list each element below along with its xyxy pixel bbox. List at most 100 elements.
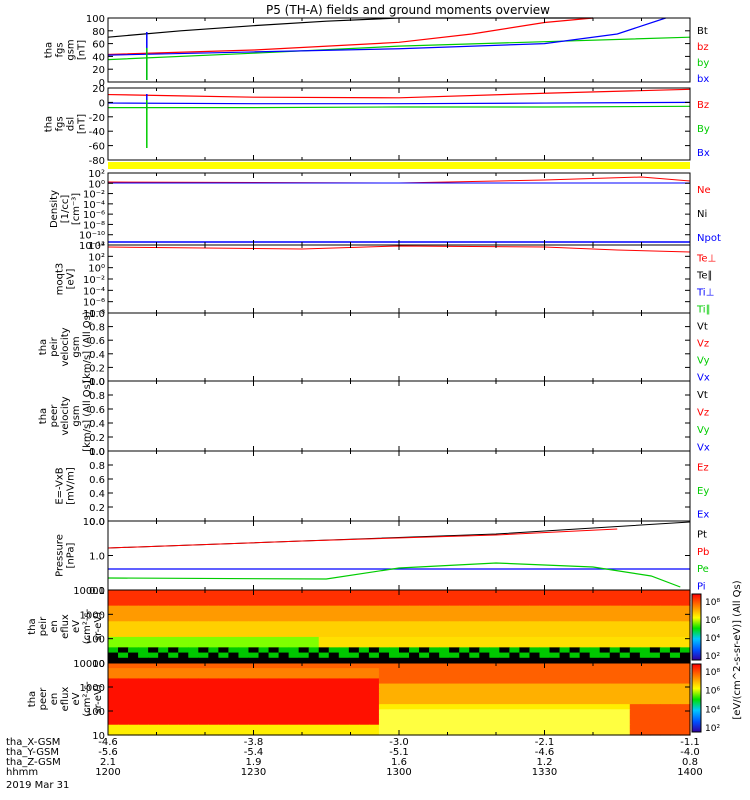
footer-value: 1300 bbox=[386, 767, 411, 778]
y-tick-label: 100 bbox=[86, 14, 105, 25]
y-axis-label: [cm⁻³] bbox=[71, 193, 82, 225]
panel-frame-efield bbox=[107, 450, 691, 522]
y-tick-label: 10² bbox=[88, 252, 105, 263]
legend-fgs_dsl-Bx: Bx bbox=[697, 148, 710, 159]
spectrogram-peer_spec bbox=[108, 663, 691, 736]
y-tick-label: 0.1 bbox=[89, 586, 105, 597]
footer-value: -5.6 bbox=[98, 747, 118, 758]
legend-efield-Ez: Ez bbox=[697, 463, 709, 474]
y-tick-label: -60 bbox=[89, 142, 105, 153]
y-tick-label: 0.2 bbox=[89, 363, 105, 374]
legend-peir_velocity-Vt: Vt bbox=[697, 322, 708, 333]
legend-pressure-Pi: Pi bbox=[697, 581, 706, 592]
y-tick-label: 0.8 bbox=[89, 461, 105, 472]
y-tick-label: 0.4 bbox=[89, 350, 105, 361]
colorbar-tick: 10⁴ bbox=[705, 634, 720, 644]
legend-efield-Ex: Ex bbox=[697, 509, 709, 520]
footer-row-label: tha_Z-GSM bbox=[6, 757, 61, 768]
series-Pb bbox=[107, 528, 618, 549]
panel-frame-temperature bbox=[107, 244, 691, 314]
y-tick-label: 60 bbox=[92, 40, 105, 51]
legend-fgs_gsm-bx: bx bbox=[697, 74, 709, 85]
y-tick-label: 10⁴ bbox=[88, 241, 105, 252]
colorbar-tick: 10² bbox=[705, 724, 720, 734]
footer-value: -5.1 bbox=[389, 747, 409, 758]
y-tick-label: 10⁻⁸ bbox=[83, 309, 105, 320]
y-axis-label: E=-VxB bbox=[55, 467, 66, 504]
legend-peer_velocity-Vy: Vy bbox=[697, 425, 710, 436]
colorbar-tick: 10² bbox=[705, 652, 720, 662]
y-tick-label: 20 bbox=[92, 84, 105, 95]
y-axis-label: tha bbox=[38, 339, 49, 355]
y-tick-label: 0.8 bbox=[89, 391, 105, 402]
y-tick-label: 0.2 bbox=[89, 503, 105, 514]
y-tick-label: 0 bbox=[99, 98, 105, 109]
legend-temperature-Ti⊥: Ti⊥ bbox=[696, 288, 714, 299]
y-axis-label: gsm bbox=[71, 405, 82, 426]
y-tick-label: 10⁻⁶ bbox=[83, 210, 105, 221]
y-tick-label: 0.8 bbox=[89, 323, 105, 334]
legend-efield-Ey: Ey bbox=[697, 486, 709, 497]
y-axis-label: tha bbox=[27, 618, 38, 634]
y-tick-label: 40 bbox=[92, 52, 105, 63]
y-axis-label: tha bbox=[38, 408, 49, 424]
legend-density-Npot: Npot bbox=[697, 233, 721, 244]
legend-peir_velocity-Vz: Vz bbox=[697, 339, 709, 350]
footer-value: 2.1 bbox=[100, 757, 116, 768]
series-fgs_gsm-bz bbox=[107, 17, 594, 56]
y-tick-label: 20 bbox=[92, 65, 105, 76]
y-axis-label: gsm bbox=[71, 336, 82, 357]
footer-value: -4.6 bbox=[98, 737, 118, 748]
series-fgs_dsl-Bz bbox=[107, 88, 691, 99]
legend-density-Ne: Ne bbox=[697, 185, 711, 196]
series-fgs_gsm-bx bbox=[107, 17, 666, 56]
y-axis-label: [nT] bbox=[77, 40, 88, 60]
y-axis-label: moqt3 bbox=[55, 263, 66, 296]
y-tick-label: 10⁻² bbox=[83, 190, 105, 201]
y-axis-label: en bbox=[49, 693, 60, 706]
y-tick-label: 1.0 bbox=[89, 377, 105, 388]
footer-value: 1230 bbox=[241, 767, 266, 778]
y-axis-label: (cm²-s- bbox=[82, 608, 93, 644]
footer-value: -5.4 bbox=[244, 747, 264, 758]
legend-pressure-Pt: Pt bbox=[697, 530, 707, 541]
legend-fgs_dsl-Bz: Bz bbox=[697, 100, 709, 111]
panel-frame-pressure bbox=[107, 520, 691, 591]
footer-value: 0.8 bbox=[682, 757, 698, 768]
panel-frame-peir_velocity bbox=[107, 312, 691, 382]
footer-row-label: tha_X-GSM bbox=[6, 737, 60, 748]
y-tick-label: 100 bbox=[86, 635, 105, 646]
y-axis-label: velocity bbox=[60, 327, 71, 366]
series-fgs_dsl-By bbox=[108, 105, 691, 109]
y-axis-label: sr-eV) bbox=[93, 612, 104, 641]
y-axis-label: peir bbox=[38, 616, 49, 636]
y-tick-label: 1000 bbox=[80, 683, 105, 694]
y-axis-label: (cm²-s- bbox=[82, 681, 93, 717]
y-tick-label: 1.0 bbox=[89, 552, 105, 563]
y-tick-label: -80 bbox=[89, 156, 105, 167]
footer-value: 1400 bbox=[677, 767, 702, 778]
colorbar-tick: 10⁶ bbox=[705, 616, 720, 626]
footer-row-label: hhmm bbox=[6, 767, 38, 778]
footer-value: -3.0 bbox=[389, 737, 409, 748]
y-tick-label: 0.6 bbox=[89, 336, 105, 347]
y-tick-label: 10⁰ bbox=[88, 179, 105, 190]
colorbar-label: [eV/(cm^2-s-sr-eV)] (All Qs) bbox=[732, 580, 743, 719]
y-tick-label: 0.4 bbox=[89, 419, 105, 430]
y-tick-label: 10000 bbox=[73, 586, 105, 597]
footer-date: 2019 Mar 31 bbox=[6, 780, 69, 791]
y-tick-label: 0.6 bbox=[89, 475, 105, 486]
colorbar-0 bbox=[691, 593, 702, 661]
y-axis-label: eV bbox=[71, 620, 82, 633]
y-tick-label: 10² bbox=[88, 169, 105, 180]
y-axis-label: tha bbox=[44, 116, 55, 132]
legend-peir_velocity-Vx: Vx bbox=[697, 373, 710, 384]
y-tick-label: 0 bbox=[99, 78, 105, 89]
colorbar-tick: 10⁶ bbox=[705, 687, 720, 697]
y-axis-label: [km/s] (All Qs) bbox=[82, 311, 93, 383]
y-axis-label: [1/cc] bbox=[60, 195, 71, 224]
y-axis-label: gsm bbox=[66, 39, 77, 60]
y-tick-label: 0.0 bbox=[89, 517, 105, 528]
panel-frame-density bbox=[107, 172, 691, 246]
footer-value: 1.2 bbox=[537, 757, 553, 768]
